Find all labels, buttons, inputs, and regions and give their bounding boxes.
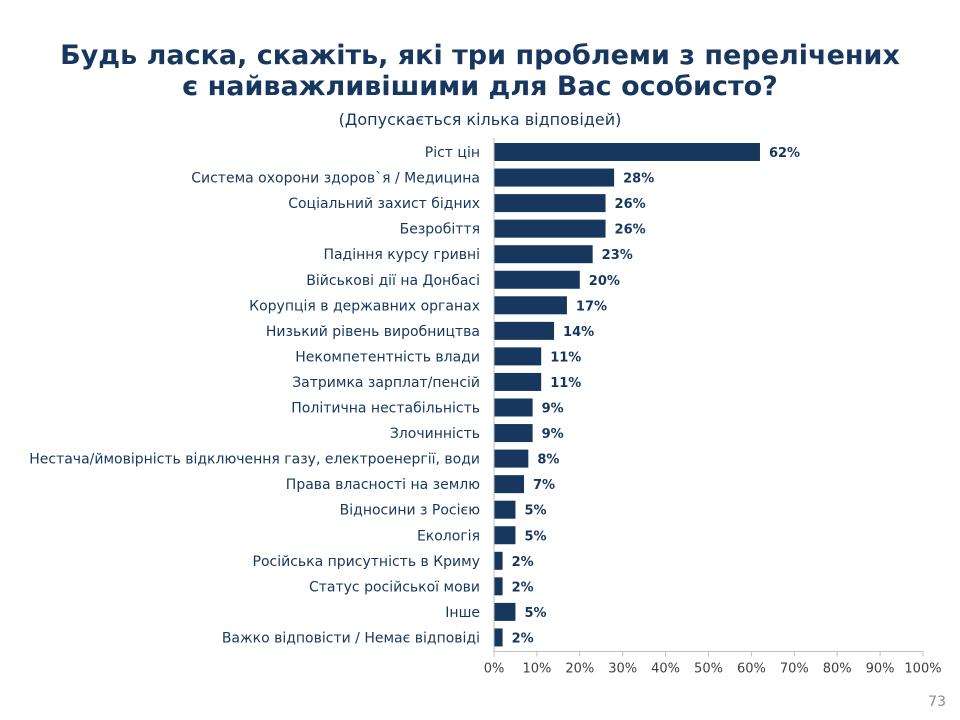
bar [494,424,533,443]
x-tick-label: 70% [780,661,809,676]
category-label: Система охорони здоров`я / Медицина [191,171,480,187]
bar [494,628,503,647]
x-tick-label: 10% [522,661,551,676]
chart-title: Будь ласка, скажіть, які три проблеми з … [60,40,900,102]
value-label: 5% [524,529,546,544]
category-label: Падіння курсу гривні [323,247,480,263]
value-label: 11% [550,376,581,391]
bar [494,245,593,264]
page-number: 73 [928,694,946,710]
x-tick-label: 80% [823,661,852,676]
bar [494,475,525,494]
bar [494,526,516,545]
bar [494,500,516,519]
x-tick-label: 20% [565,661,594,676]
value-label: 8% [537,453,559,468]
x-tick-label: 60% [737,661,766,676]
x-tick-label: 30% [608,661,637,676]
value-label: 23% [602,248,633,263]
bar [494,296,567,315]
value-label: 9% [542,402,564,417]
bar [494,219,606,238]
value-label: 11% [550,350,581,365]
x-tick-label: 40% [651,661,680,676]
x-tick-label: 100% [904,661,941,676]
category-label: Відносини з Росією [340,503,481,519]
bar [494,347,542,366]
value-label: 2% [512,555,534,570]
category-label: Військові дії на Донбасі [306,273,480,289]
category-label: Злочинність [390,426,480,442]
bar [494,143,760,161]
chart-subtitle: (Допускається кілька відповідей) [338,110,622,129]
bar [494,551,503,570]
bar [494,321,555,340]
category-label: Ріст цін [425,145,480,161]
category-label: Інше [445,605,480,621]
bar [494,577,503,596]
bar [494,449,529,468]
category-label: Статус російської мови [309,579,480,595]
category-label: Низький рівень виробництва [266,324,480,340]
bar [494,168,615,187]
bar [494,270,580,289]
value-label: 17% [576,299,607,314]
category-label: Нестача/ймовірність відключення газу, ел… [29,452,480,468]
x-tick-label: 50% [694,661,723,676]
value-label: 2% [512,631,534,646]
value-label: 26% [615,223,646,238]
category-label: Соціальний захист бідних [288,196,480,212]
value-label: 20% [589,274,620,289]
value-label: 7% [533,478,555,493]
category-label: Російська присутність в Криму [253,554,480,570]
category-label: Важко відповісти / Немає відповіді [222,630,480,646]
value-label: 14% [563,325,594,340]
category-label: Затримка зарплат/пенсій [292,375,480,391]
value-label: 62% [769,146,800,161]
value-label: 28% [623,172,654,187]
category-label: Права власності на землю [286,477,480,493]
x-tick-label: 0% [484,661,505,676]
category-label: Некомпетентність влади [295,349,480,365]
x-tick-label: 90% [866,661,895,676]
value-label: 2% [512,580,534,595]
category-label: Корупція в державних органах [249,298,480,314]
bar [494,372,542,391]
value-label: 26% [615,197,646,212]
bar [494,602,516,621]
bar [494,398,533,417]
category-label: Політична нестабільність [291,401,480,417]
bar [494,194,606,213]
category-label: Безробіття [400,222,480,238]
value-label: 9% [542,427,564,442]
value-label: 5% [524,606,546,621]
value-label: 5% [524,504,546,519]
category-label: Екологія [417,528,480,544]
